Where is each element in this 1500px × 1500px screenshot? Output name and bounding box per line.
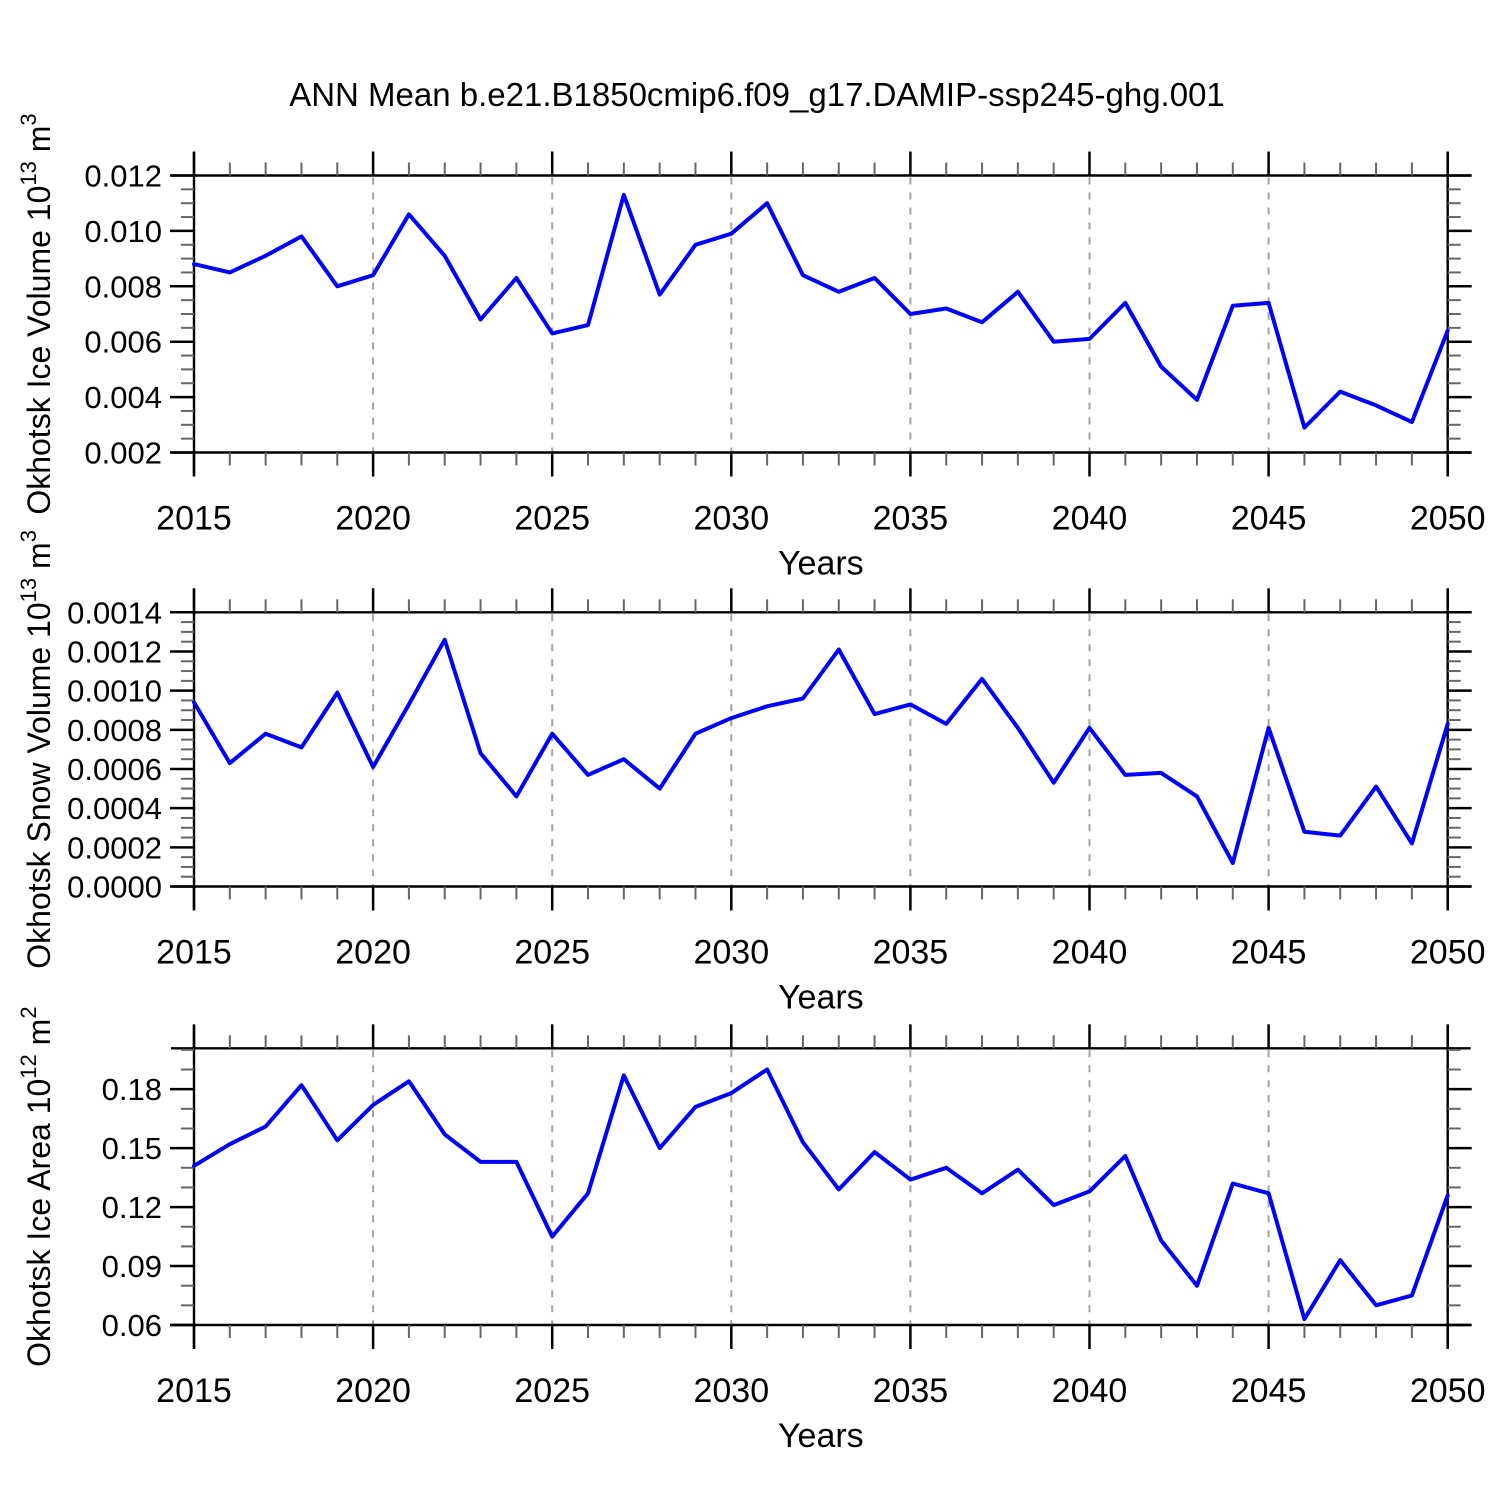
series-line-snow-volume: [192, 637, 1450, 865]
y-tick-label: 0.0008: [67, 713, 162, 748]
x-tick-label: 2030: [693, 1372, 769, 1410]
y-tick-label: 0.0002: [67, 830, 162, 865]
y-tick-label: 0.0010: [67, 674, 162, 709]
x-tick-label: 2020: [335, 934, 411, 972]
y-tick-label: 0.0000: [67, 870, 162, 905]
x-tick-label: 2045: [1231, 934, 1307, 972]
x-tick-label: 2050: [1410, 1372, 1486, 1410]
x-axis-label: Years: [778, 1417, 864, 1455]
x-tick-label: 2040: [1052, 1372, 1128, 1410]
x-tick-label: 2035: [873, 934, 949, 972]
series-line-ice-area: [192, 1067, 1450, 1322]
x-tick-label: 2020: [335, 1372, 411, 1410]
x-tick-label: 2015: [156, 1372, 232, 1410]
series-line-ice-volume: [192, 192, 1450, 430]
y-tick-label: 0.0014: [67, 595, 162, 630]
x-axis-label: Years: [778, 545, 864, 583]
y-tick-label: 0.0006: [67, 752, 162, 787]
y-tick-label: 0.010: [84, 214, 162, 249]
y-tick-label: 0.06: [102, 1308, 162, 1343]
y-axis-title: Okhotsk Ice Volume 1013 m3: [16, 113, 57, 514]
y-tick-label: 0.006: [84, 325, 162, 360]
y-tick-label: 0.012: [84, 159, 162, 194]
y-tick-label: 0.0004: [67, 791, 162, 826]
y-axis-title: Okhotsk Snow Volume 1013 m3: [16, 530, 57, 969]
y-tick-label: 0.008: [84, 269, 162, 304]
y-tick-label: 0.12: [102, 1190, 162, 1225]
y-tick-label: 0.004: [84, 380, 162, 415]
x-axis-label: Years: [778, 979, 864, 1017]
x-tick-label: 2025: [514, 934, 590, 972]
x-tick-label: 2045: [1231, 1372, 1307, 1410]
x-tick-label: 2040: [1052, 500, 1128, 538]
x-tick-label: 2040: [1052, 934, 1128, 972]
y-axis-title: Okhotsk Ice Area 1012 m2: [16, 1006, 57, 1366]
x-tick-label: 2035: [873, 1372, 949, 1410]
y-tick-label: 0.09: [102, 1249, 162, 1284]
x-tick-label: 2030: [693, 934, 769, 972]
x-tick-label: 2050: [1410, 500, 1486, 538]
x-tick-label: 2035: [873, 500, 949, 538]
panel-snow-volume: 2015 2020 2025 2030 2035 2040 2045 2050 Years 0.0…: [16, 530, 1486, 1016]
y-tick-label: 0.15: [102, 1131, 162, 1166]
y-tick-label: 0.18: [102, 1072, 162, 1107]
x-tick-label: 2030: [693, 500, 769, 538]
x-tick-label: 2045: [1231, 500, 1307, 538]
x-tick-label: 2025: [514, 500, 590, 538]
y-tick-label: 0.0012: [67, 634, 162, 669]
x-tick-label: 2015: [156, 934, 232, 972]
x-tick-label: 2015: [156, 500, 232, 538]
y-tick-label: 0.002: [84, 436, 162, 471]
x-tick-label: 2025: [514, 1372, 590, 1410]
chart-title: ANN Mean b.e21.B1850cmip6.f09_g17.DAMIP-…: [289, 76, 1225, 113]
x-tick-label: 2050: [1410, 934, 1486, 972]
panel-ice-volume: 2015 2020 2025 2030 2035 2040 2045 2050 Years 0.0…: [16, 113, 1486, 582]
panel-ice-area: 2015 2020 2025 2030 2035 2040 2045 2050 Years 0.0…: [16, 1006, 1486, 1455]
x-tick-label: 2020: [335, 500, 411, 538]
